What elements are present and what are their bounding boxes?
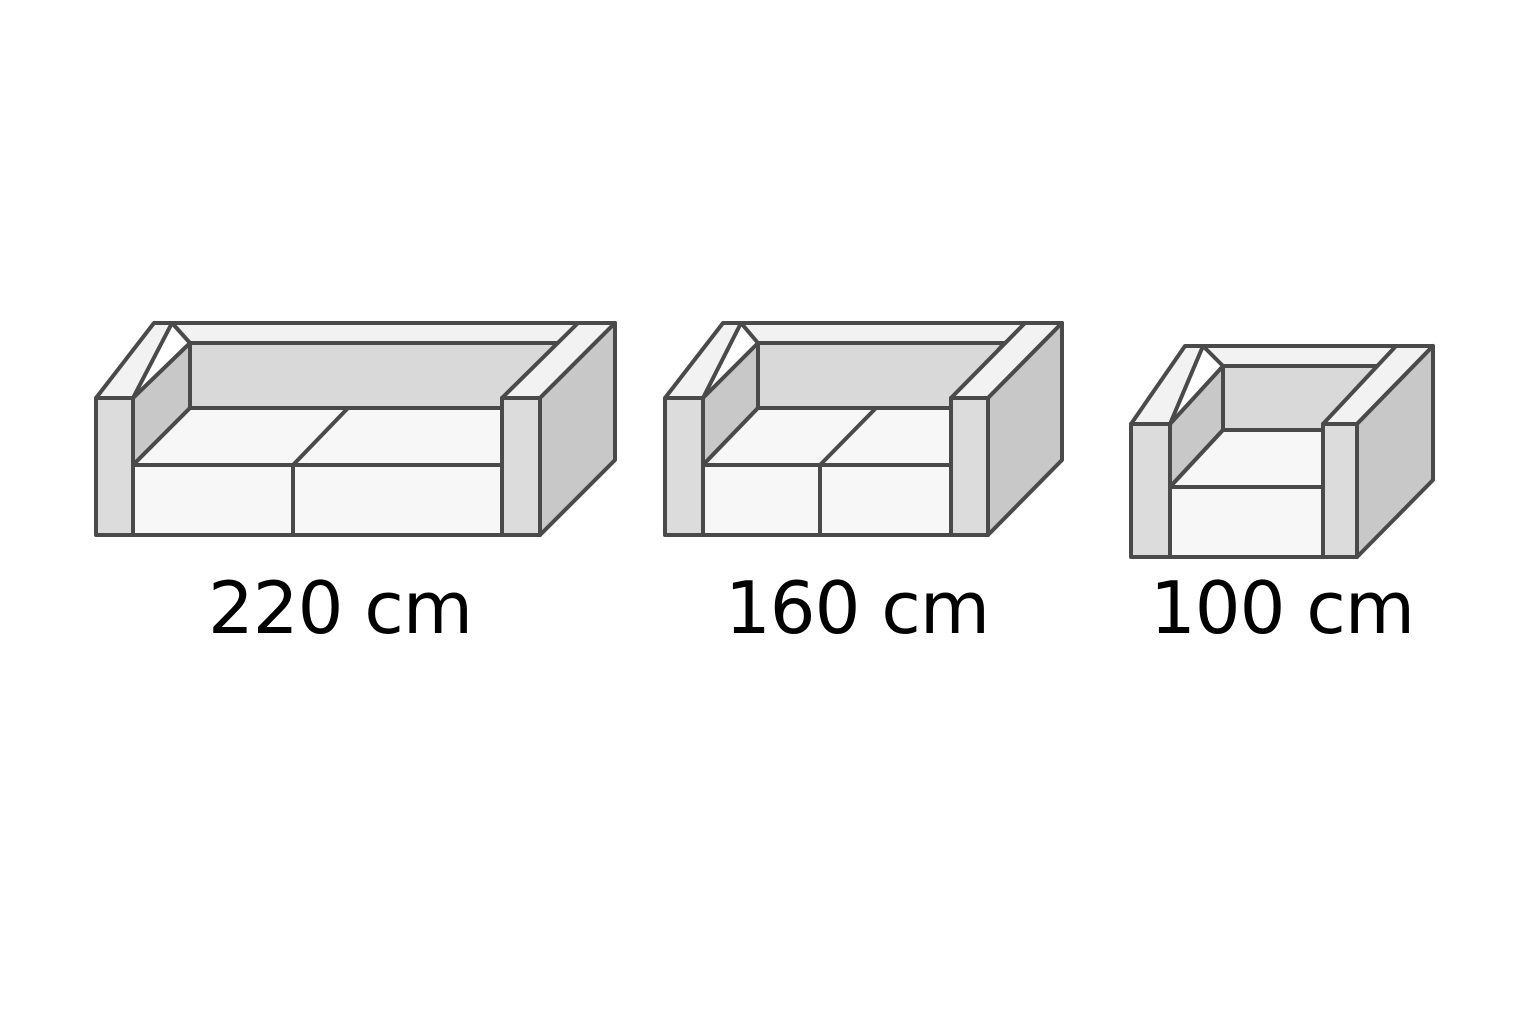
sofa-160-illustration bbox=[663, 321, 1064, 537]
sofa-160-left-arm-front bbox=[663, 396, 705, 537]
armchair-100-left-arm-front bbox=[1129, 422, 1172, 559]
armchair-100-illustration bbox=[1129, 344, 1435, 559]
sofa-160-right-arm-front bbox=[949, 396, 990, 537]
sofa-220-width-label: 220 cm bbox=[207, 566, 473, 650]
sofa-220-seat-front bbox=[131, 463, 504, 537]
sofa-220-seat-top bbox=[131, 406, 504, 467]
sofa-160-width-label: 160 cm bbox=[724, 566, 990, 650]
armchair-100-right-arm-front bbox=[1321, 422, 1359, 559]
sofa-160-seat-front bbox=[701, 463, 953, 537]
armchair-100-width-label: 100 cm bbox=[1149, 566, 1415, 650]
armchair-100-seat-front bbox=[1168, 485, 1325, 559]
sofa-220-illustration bbox=[94, 321, 617, 537]
sofa-220-left-arm-front bbox=[94, 396, 135, 537]
sofa-220-right-arm-front bbox=[500, 396, 542, 537]
sofa-220-top-rim bbox=[170, 321, 617, 345]
